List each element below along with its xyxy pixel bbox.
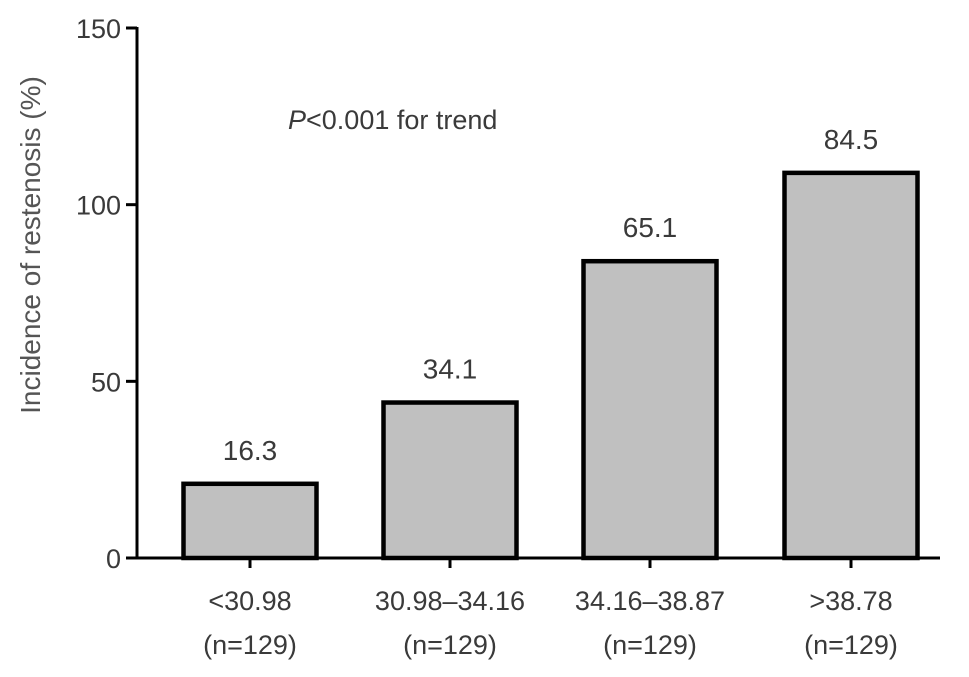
x-category-label-2-line-2: (n=129): [403, 630, 497, 660]
y-tick-label-0: 0: [106, 544, 121, 574]
bar-2: [381, 400, 519, 561]
x-category-label-4-line-2: (n=129): [804, 630, 898, 660]
bar-4: [782, 170, 920, 561]
y-tick-label-150: 150: [76, 14, 121, 44]
x-category-label-4-line-1: >38.78: [809, 586, 892, 616]
y-axis: 0 50 100 150: [76, 14, 139, 574]
y-axis-title: Incidence of restenosis (%): [15, 76, 46, 414]
x-category-label-1-line-1: <30.98: [208, 586, 291, 616]
x-axis: <30.98 (n=129) 30.98–34.16 (n=129) 34.16–38.…: [137, 556, 940, 660]
y-tick-label-100: 100: [76, 191, 121, 221]
x-category-label-3-line-1: 34.16–38.87: [575, 586, 725, 616]
data-label-1: 16.3: [223, 435, 278, 466]
data-labels-group: 16.3 34.1 65.1 84.5: [223, 124, 879, 466]
data-label-4: 84.5: [824, 124, 879, 155]
data-label-3: 65.1: [623, 212, 678, 243]
x-category-label-3-line-2: (n=129): [603, 630, 697, 660]
y-tick-label-50: 50: [91, 367, 121, 397]
x-category-label-1-line-2: (n=129): [203, 630, 297, 660]
bar-1: [181, 481, 319, 561]
bar-3: [581, 258, 719, 561]
trend-annotation-p: P: [288, 105, 306, 135]
x-category-label-2-line-1: 30.98–34.16: [375, 586, 525, 616]
data-label-2: 34.1: [423, 354, 478, 385]
trend-annotation: P<0.001 for trend: [288, 105, 497, 135]
trend-annotation-text: <0.001 for trend: [306, 105, 497, 135]
bars-group: [181, 170, 920, 561]
